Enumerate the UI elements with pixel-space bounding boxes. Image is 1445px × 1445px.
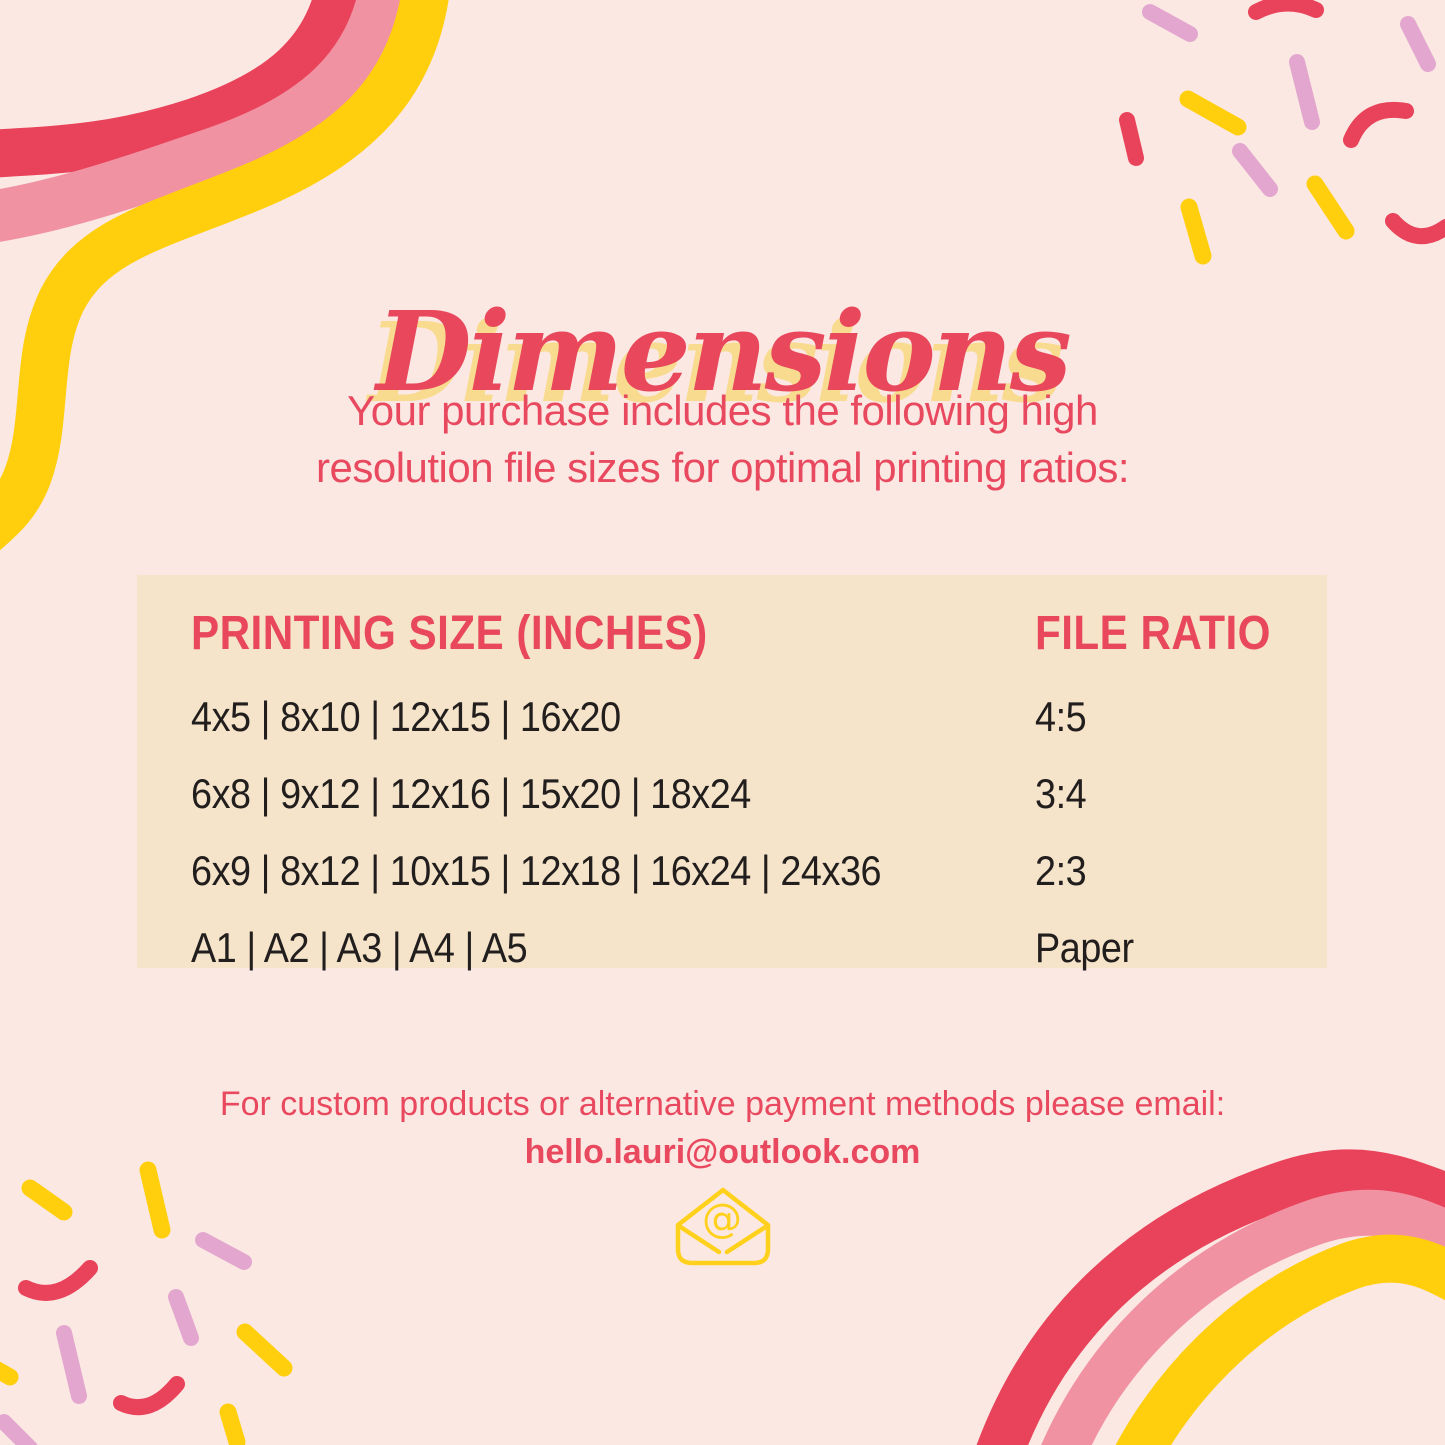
printing-sizes-value: A1 | A2 | A3 | A4 | A5 bbox=[191, 924, 528, 971]
rainbow-arc-bottom-right bbox=[976, 1149, 1445, 1445]
printing-sizes-value: 6x8 | 9x12 | 12x16 | 15x20 | 18x24 bbox=[191, 770, 751, 817]
file-ratio-value: 4:5 bbox=[1035, 693, 1087, 740]
sprinkle-curve bbox=[1385, 213, 1445, 245]
table-row: 6x9 | 8x12 | 10x15 | 12x18 | 16x24 | 24x… bbox=[191, 832, 1327, 909]
table-header-row: PRINTING SIZE (INCHES) FILE RATIO bbox=[191, 609, 1327, 659]
file-ratio-value: Paper bbox=[1035, 924, 1134, 971]
contact-email: hello.lauri@outlook.com bbox=[524, 1133, 921, 1171]
page-title: Dimensions bbox=[376, 286, 1072, 416]
contact-note: For custom products or alternative payme… bbox=[219, 1085, 1226, 1123]
envelope-outline bbox=[675, 1187, 771, 1266]
size-ratio-table: PRINTING SIZE (INCHES) FILE RATIO 4x5 | … bbox=[137, 575, 1327, 971]
sprinkles-top-right bbox=[1119, 0, 1445, 265]
at-symbol-icon: @ bbox=[702, 1196, 742, 1242]
subtitle: Your purchase includes the following hig… bbox=[0, 382, 1445, 496]
sprinkle-stick bbox=[168, 1289, 199, 1346]
sprinkle-stick bbox=[1142, 4, 1198, 42]
sprinkle-stick bbox=[1306, 175, 1355, 240]
sprinkle-stick bbox=[139, 1161, 171, 1239]
sprinkle-stick bbox=[1179, 90, 1247, 136]
file-ratio-value: 3:4 bbox=[1035, 770, 1087, 817]
sprinkle-stick bbox=[219, 1403, 246, 1445]
rainbow-arc-top-left bbox=[0, 0, 449, 551]
table-row: 6x8 | 9x12 | 12x16 | 15x20 | 18x24 3:4 bbox=[191, 755, 1327, 832]
sprinkle-curve bbox=[1248, 0, 1324, 20]
file-ratio-value: 2:3 bbox=[1035, 847, 1087, 894]
sprinkles-bottom-left bbox=[0, 1161, 293, 1445]
table-row: 4x5 | 8x10 | 12x15 | 16x20 4:5 bbox=[191, 678, 1327, 755]
subtitle-line-1: Your purchase includes the following hig… bbox=[347, 387, 1098, 434]
column-header-printing-size: PRINTING SIZE (INCHES) bbox=[191, 607, 708, 660]
envelope-fold-left bbox=[676, 1223, 722, 1255]
sprinkle-stick bbox=[236, 1323, 293, 1377]
printing-sizes-value: 4x5 | 8x10 | 12x15 | 16x20 bbox=[191, 693, 621, 740]
sprinkle-curve bbox=[18, 1260, 98, 1301]
sprinkle-curve bbox=[113, 1376, 185, 1416]
at-symbol-backdrop bbox=[703, 1199, 741, 1237]
sprinkle-stick bbox=[21, 1179, 73, 1221]
sprinkle-stick bbox=[0, 1414, 38, 1445]
sprinkle-stick bbox=[195, 1232, 252, 1270]
column-header-file-ratio: FILE RATIO bbox=[1035, 607, 1271, 660]
sprinkle-curve bbox=[1343, 101, 1414, 148]
subtitle-line-2: resolution file sizes for optimal printi… bbox=[315, 444, 1130, 491]
sprinkle-stick bbox=[1400, 16, 1436, 72]
sprinkle-stick bbox=[56, 1325, 87, 1404]
printing-sizes-value: 6x9 | 8x12 | 10x15 | 12x18 | 16x24 | 24x… bbox=[191, 847, 882, 894]
envelope-fold-right bbox=[724, 1223, 770, 1255]
sprinkle-stick bbox=[1119, 112, 1144, 166]
table-row: A1 | A2 | A3 | A4 | A5 Paper bbox=[191, 909, 1327, 986]
sprinkle-stick bbox=[0, 1361, 19, 1386]
email-envelope-icon: @ bbox=[675, 1187, 771, 1266]
sprinkle-stick bbox=[1289, 54, 1320, 130]
sprinkle-stick bbox=[1232, 143, 1278, 197]
sprinkle-stick bbox=[1180, 198, 1212, 265]
